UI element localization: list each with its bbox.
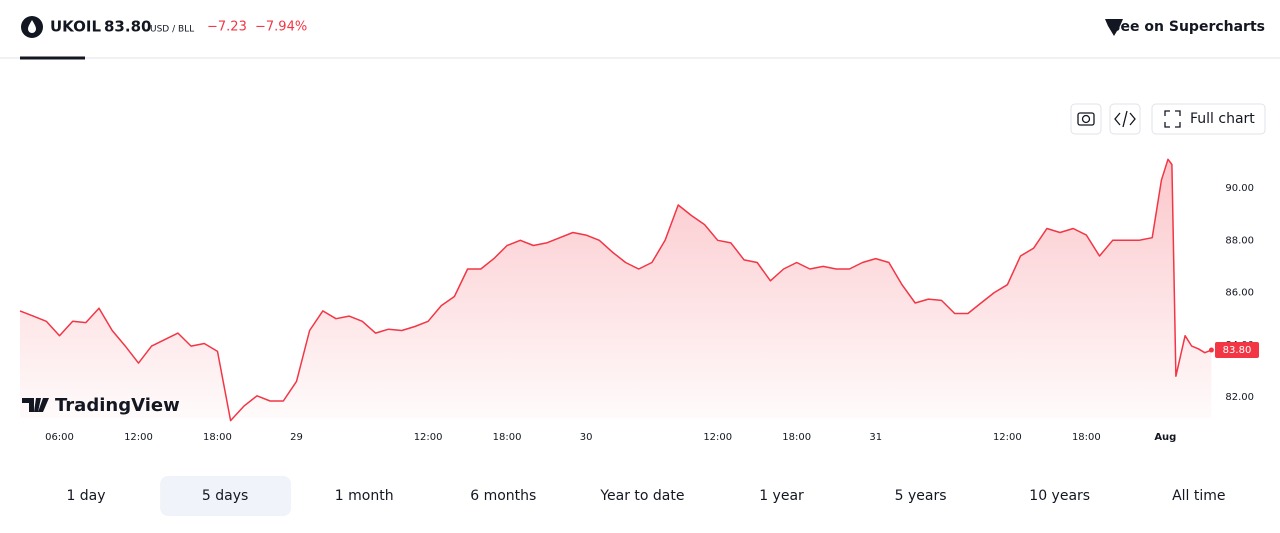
change: −7.23 bbox=[207, 20, 247, 35]
x-tick-label: 12:00 bbox=[414, 432, 443, 443]
range-selected-bg bbox=[160, 476, 292, 516]
supercharts-icon bbox=[1105, 19, 1123, 36]
code-icon bbox=[1114, 110, 1136, 128]
supercharts-link[interactable]: See on Supercharts bbox=[1110, 19, 1265, 35]
plot: 06:00 12:00 18:00 29 12:00 18:00 30 12:00 18:00 3… bbox=[19, 158, 1259, 443]
range-button[interactable]: 5 years bbox=[895, 488, 947, 504]
drop-icon bbox=[28, 20, 36, 33]
snapshot-button[interactable] bbox=[1070, 103, 1102, 135]
range-button[interactable]: 1 day bbox=[66, 488, 105, 504]
y-tick-label: 88.00 bbox=[1225, 235, 1254, 246]
x-tick-label: Aug bbox=[1154, 432, 1176, 443]
price-line bbox=[19, 158, 1212, 422]
camera-icon bbox=[1077, 112, 1095, 126]
price-badge-label: 83.80 bbox=[1223, 345, 1252, 356]
header: UKOIL 83.80 USD / BLL −7.23 −7.94% See o… bbox=[0, 16, 1280, 60]
fullscreen-icon bbox=[1164, 110, 1181, 128]
price-badge bbox=[1215, 342, 1259, 359]
area-fill bbox=[20, 159, 1212, 421]
symbol[interactable]: UKOIL bbox=[50, 18, 101, 36]
unit: USD / BLL bbox=[150, 25, 194, 35]
range-button[interactable]: 1 year bbox=[759, 488, 804, 504]
range-button[interactable]: 10 years bbox=[1029, 488, 1090, 504]
x-tick-label: 12:00 bbox=[703, 432, 732, 443]
x-tick-label: 31 bbox=[869, 432, 882, 443]
change-percent: −7.94% bbox=[255, 20, 307, 35]
x-tick-label: 30 bbox=[580, 432, 593, 443]
x-tick-label: 12:00 bbox=[124, 432, 153, 443]
y-tick-label: 86.00 bbox=[1225, 288, 1254, 299]
toolbar: Full chart bbox=[1070, 103, 1266, 135]
camera-lens bbox=[1081, 114, 1091, 124]
range-button[interactable]: Year to date bbox=[599, 488, 684, 504]
y-tick-label: 82.00 bbox=[1225, 392, 1254, 403]
price: 83.80 bbox=[104, 18, 151, 36]
x-tick-label: 18:00 bbox=[203, 432, 232, 443]
x-tick-label: 06:00 bbox=[45, 432, 74, 443]
full-chart-label[interactable]: Full chart bbox=[1190, 111, 1255, 127]
range-selector: 1 day 5 days 1 month 6 months Year to date 1 … bbox=[66, 476, 1226, 516]
watermark: TradingView bbox=[22, 395, 180, 416]
x-tick-label: 18:00 bbox=[493, 432, 522, 443]
range-button[interactable]: All time bbox=[1172, 488, 1225, 504]
x-tick-label: 29 bbox=[290, 432, 303, 443]
logo-text: TradingView bbox=[55, 395, 180, 416]
x-tick-label: 18:00 bbox=[1072, 432, 1101, 443]
range-button[interactable]: 1 month bbox=[335, 488, 394, 504]
range-button[interactable]: 6 months bbox=[470, 488, 536, 504]
y-tick-label: 90.00 bbox=[1225, 183, 1254, 194]
logo-icon bbox=[22, 398, 49, 412]
range-button[interactable]: 5 days bbox=[202, 488, 248, 504]
x-tick-label: 18:00 bbox=[782, 432, 811, 443]
x-tick-label: 12:00 bbox=[993, 432, 1022, 443]
last-point bbox=[1208, 347, 1214, 353]
